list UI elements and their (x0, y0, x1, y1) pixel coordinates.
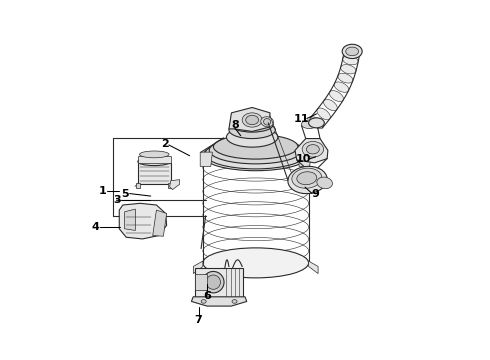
Polygon shape (295, 139, 328, 163)
Text: 6: 6 (203, 291, 211, 301)
Ellipse shape (203, 248, 309, 278)
Text: 8: 8 (231, 120, 239, 130)
Ellipse shape (206, 275, 220, 289)
Ellipse shape (341, 65, 356, 74)
Ellipse shape (301, 120, 317, 129)
Bar (138, 163, 171, 184)
Ellipse shape (342, 44, 362, 59)
Ellipse shape (310, 117, 323, 129)
Ellipse shape (306, 145, 319, 154)
Polygon shape (200, 152, 212, 166)
Text: 10: 10 (295, 154, 311, 164)
Ellipse shape (202, 271, 224, 293)
Polygon shape (170, 180, 180, 190)
Ellipse shape (229, 121, 275, 139)
Ellipse shape (231, 118, 273, 132)
Ellipse shape (205, 139, 306, 169)
Polygon shape (309, 261, 318, 274)
Ellipse shape (203, 141, 309, 171)
Ellipse shape (309, 118, 324, 128)
Ellipse shape (232, 300, 237, 303)
Polygon shape (119, 203, 167, 239)
Ellipse shape (346, 47, 359, 56)
Text: 2: 2 (161, 139, 169, 149)
Text: 4: 4 (92, 222, 99, 232)
Ellipse shape (343, 56, 358, 65)
Polygon shape (192, 297, 247, 306)
Text: 1: 1 (99, 186, 107, 197)
Text: 3: 3 (114, 195, 122, 205)
Ellipse shape (344, 47, 360, 56)
Ellipse shape (338, 73, 353, 83)
Ellipse shape (140, 151, 169, 158)
Polygon shape (153, 210, 167, 236)
Ellipse shape (317, 108, 330, 120)
Polygon shape (194, 261, 203, 274)
Ellipse shape (209, 137, 302, 164)
Ellipse shape (323, 99, 337, 111)
Ellipse shape (214, 135, 298, 159)
Ellipse shape (242, 113, 262, 127)
Polygon shape (299, 152, 311, 166)
Ellipse shape (329, 91, 343, 102)
Polygon shape (229, 108, 270, 131)
Ellipse shape (245, 115, 259, 125)
Bar (136, 183, 140, 188)
Ellipse shape (297, 172, 317, 185)
Ellipse shape (261, 117, 273, 127)
Ellipse shape (288, 166, 327, 194)
Bar (195, 267, 243, 297)
Text: 9: 9 (312, 189, 319, 199)
Ellipse shape (226, 127, 278, 147)
Ellipse shape (292, 168, 322, 188)
Bar (138, 156, 171, 163)
Ellipse shape (264, 118, 270, 125)
Ellipse shape (317, 177, 332, 189)
Text: 5: 5 (121, 189, 129, 199)
Text: 7: 7 (195, 315, 202, 325)
Ellipse shape (138, 157, 171, 166)
Text: 11: 11 (294, 113, 309, 123)
Ellipse shape (302, 141, 323, 157)
Bar (168, 183, 172, 188)
Polygon shape (124, 209, 135, 230)
Ellipse shape (334, 82, 349, 92)
Ellipse shape (201, 300, 206, 303)
Bar (195, 274, 207, 290)
